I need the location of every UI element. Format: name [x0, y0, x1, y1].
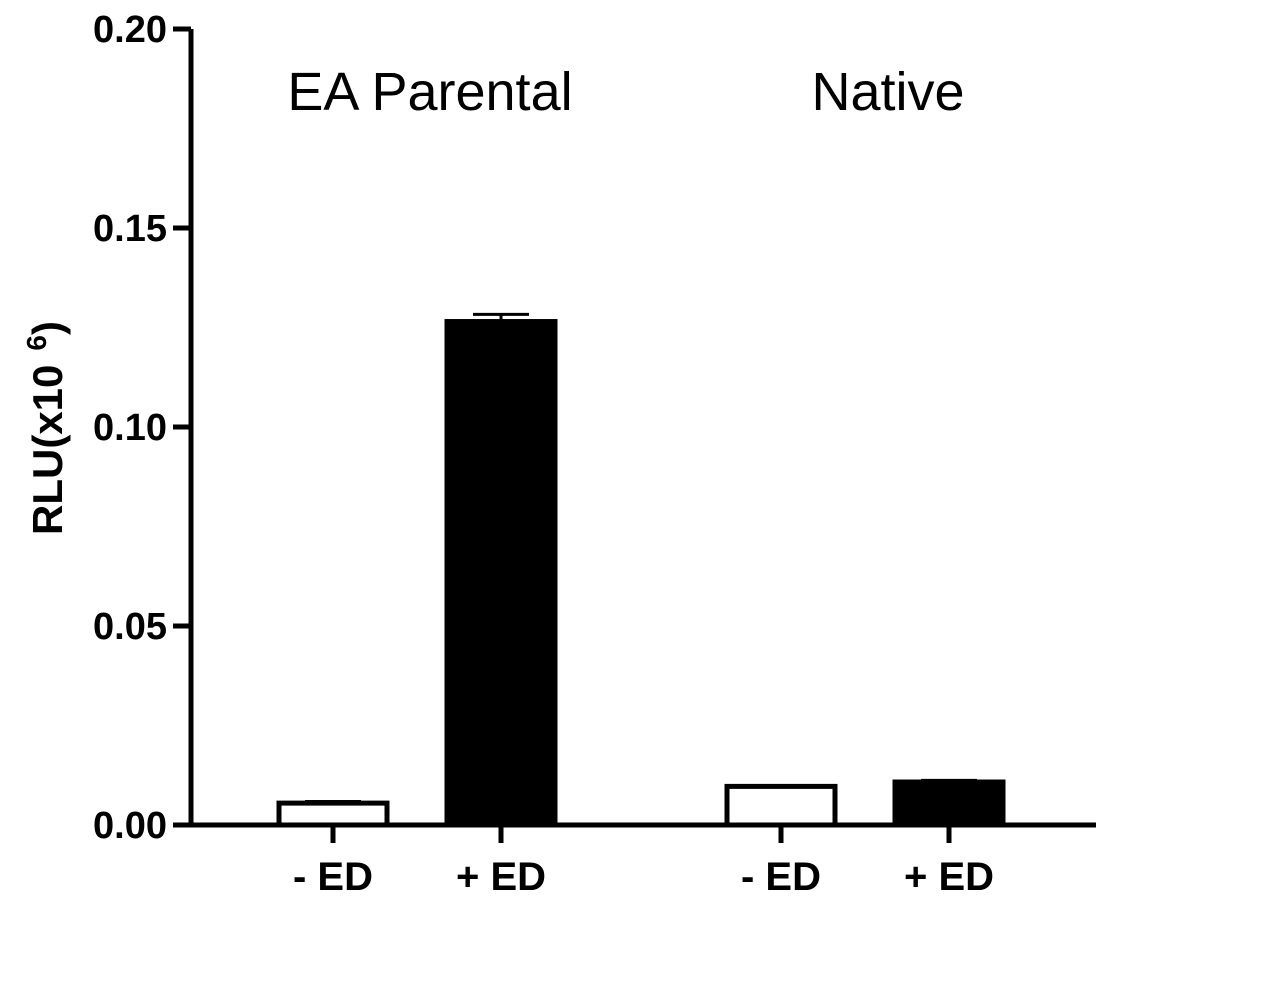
x-tick-label: - ED	[293, 855, 373, 899]
y-tick-label: 0.10	[93, 407, 167, 449]
y-axis-title: RLU(x106)	[21, 321, 71, 535]
x-tick-label: + ED	[904, 855, 994, 899]
y-tick-label: 0.00	[93, 805, 167, 847]
group-label: Native	[811, 62, 964, 122]
bar-minus-ed	[276, 800, 390, 828]
bars	[276, 312, 1006, 828]
y-tick-label: 0.05	[93, 606, 167, 648]
y-tick-label: 0.15	[93, 208, 167, 250]
bar-minus-ed	[724, 783, 838, 828]
bar-plus-ed	[892, 779, 1006, 828]
group-label: EA Parental	[287, 62, 572, 122]
x-tick-label: - ED	[741, 855, 821, 899]
y-tick-label: 0.20	[93, 9, 167, 51]
x-tick-label: + ED	[456, 855, 546, 899]
bar-plus-ed	[444, 319, 558, 828]
labels: 0.00 0.05 0.10 0.15 0.20 EA Parental - ED + ED N…	[93, 9, 994, 899]
axes	[173, 26, 1096, 843]
